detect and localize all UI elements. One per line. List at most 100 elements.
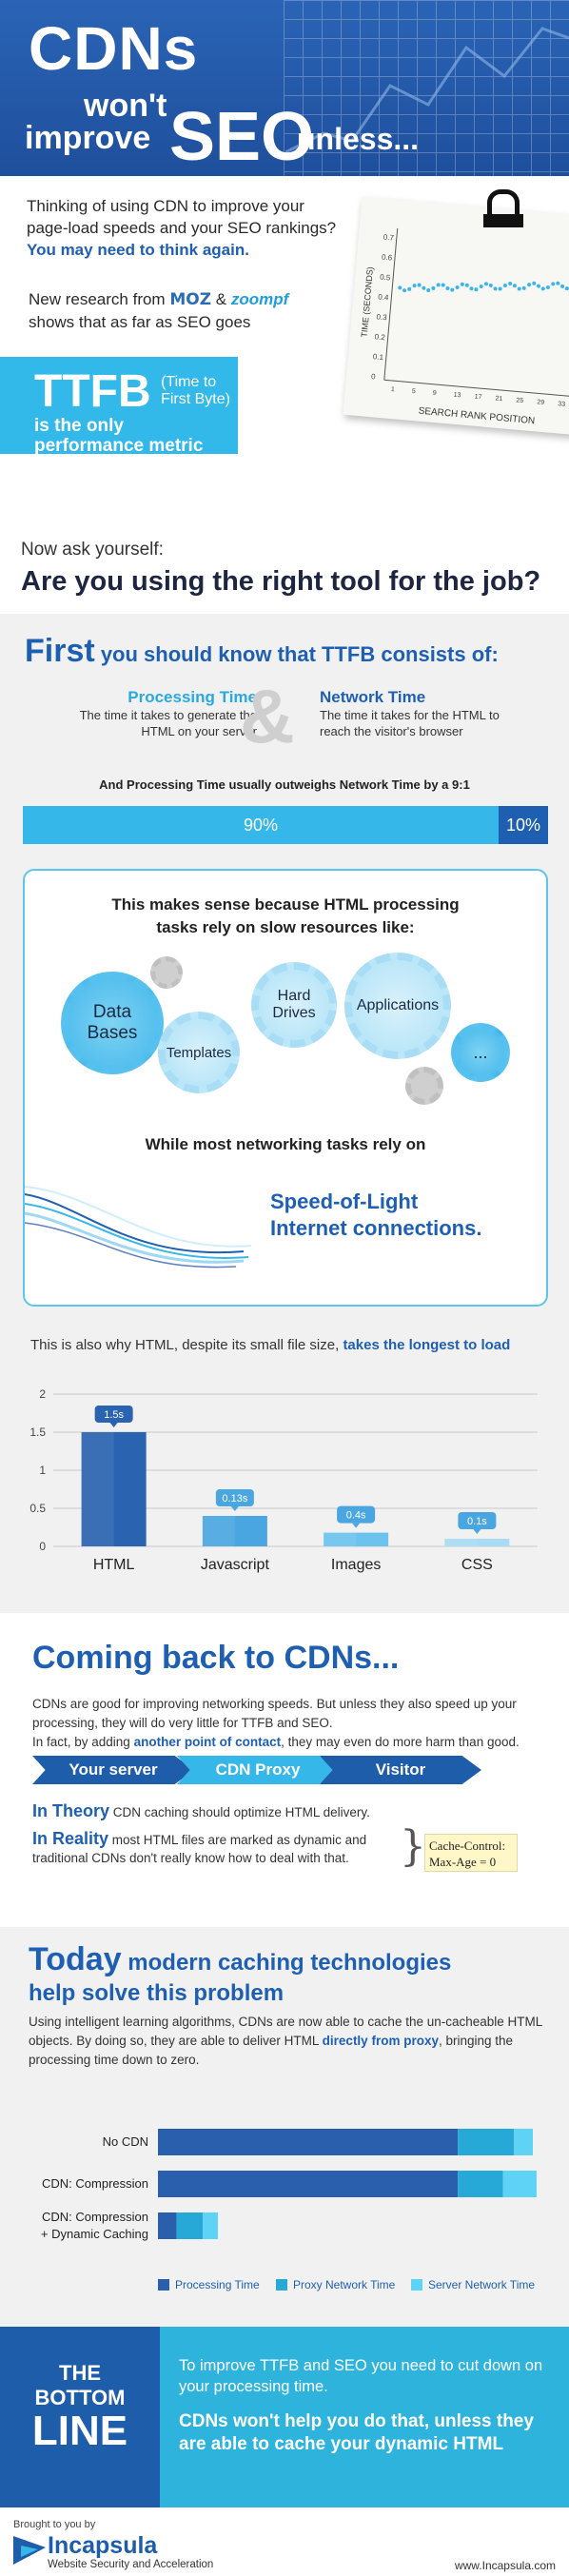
- seo-data-point: [545, 285, 550, 289]
- legend-swatch: [411, 2279, 422, 2291]
- footer-url[interactable]: www.Incapsula.com: [454, 2559, 556, 2572]
- bar-shade: [444, 1539, 478, 1546]
- ytick-label: 0: [39, 1540, 46, 1553]
- today-para-prefix: Using intelligent learning algorithms, C…: [29, 2015, 542, 2048]
- bar-javascript: [202, 1516, 267, 1546]
- para2-suffix: , they may even do more harm than good.: [281, 1735, 520, 1749]
- today-rest-2: help solve this problem: [29, 1980, 284, 2006]
- seo-data-point: [512, 284, 517, 288]
- ytick-label: 2: [39, 1387, 46, 1401]
- flow-your-server: Your server: [32, 1756, 194, 1784]
- gear-more-label: ...: [473, 1042, 488, 1062]
- seo-ytick: 0: [371, 372, 377, 381]
- hero-title-cdns: CDNs: [29, 14, 199, 83]
- gear-hard-drives-label: Hard Drives: [272, 988, 316, 1021]
- brand-name: Incapsula: [48, 2532, 158, 2559]
- brought-to-you: Brought to you by: [13, 2519, 96, 2530]
- seo-ytick: 0.1: [372, 352, 383, 362]
- seo-data-point: [521, 285, 526, 290]
- ttfb-callout: TTFB (Time to First Byte) is the only pe…: [0, 357, 238, 476]
- data-label-pointer: [230, 1506, 239, 1511]
- seo-data-point: [398, 285, 402, 290]
- seo-xtick: 25: [516, 397, 523, 404]
- resources-panel: This makes sense because HTML processing…: [23, 869, 548, 1307]
- stack-segment: [502, 2171, 537, 2197]
- processing-time-title: Processing Time: [128, 688, 257, 706]
- caching-comparison-chart: No CDN CDN: Compression CDN: Compression + …: [41, 2129, 537, 2291]
- brand-tagline: Website Security and Acceleration: [48, 2559, 214, 2570]
- category-label: Images: [331, 1557, 381, 1573]
- seo-xtick: 1: [391, 386, 396, 393]
- bottom-line-text-2: CDNs won't help you do that, unless they…: [179, 2411, 534, 2454]
- seo-data-point: [422, 285, 426, 290]
- data-label-bg: [215, 1489, 254, 1506]
- hero-grid-decoration: [284, 0, 569, 176]
- data-label-bg: [337, 1505, 376, 1524]
- in-reality: In Reality most HTML files are marked as…: [32, 1830, 403, 1867]
- hero-title-improve: improve: [25, 120, 151, 156]
- stack-segment: [176, 2212, 204, 2239]
- stack-segment: [158, 2171, 459, 2197]
- seo-xtick: 21: [495, 396, 502, 403]
- coming-back-text: CDNs are good for improving networking s…: [32, 1695, 546, 1752]
- row-label: + Dynamic Caching: [41, 2227, 148, 2241]
- zoompf-logo: zoompf: [230, 290, 289, 308]
- seo-xtick: 5: [412, 388, 417, 395]
- today-para-highlight: directly from proxy: [322, 2034, 439, 2048]
- gear-applications-label: Applications: [356, 997, 440, 1013]
- seo-data-point: [426, 287, 431, 292]
- footer: Brought to you by Incapsula Website Secu…: [0, 2507, 569, 2576]
- processing-time-block: Processing Time The time it takes to gen…: [67, 688, 257, 739]
- ytick-label: 1: [39, 1464, 46, 1477]
- seo-xtick: 33: [558, 401, 565, 408]
- bottom-line-message: To improve TTFB and SEO you need to cut …: [179, 2355, 559, 2456]
- reality-label: In Reality: [32, 1829, 109, 1848]
- bar-html: [81, 1432, 147, 1546]
- seo-data-point: [479, 284, 483, 288]
- legend-label: Server Network Time: [428, 2278, 535, 2291]
- data-label: 0.4s: [346, 1510, 366, 1522]
- small-grey-gear-icon-2: [405, 1067, 443, 1105]
- hero-title-unless: unless...: [297, 122, 420, 156]
- row-label: No CDN: [103, 2134, 148, 2149]
- stack-segment: [158, 2129, 459, 2155]
- data-label-bg: [458, 1512, 497, 1529]
- ttfb-breakdown-section: First you should know that TTFB consists…: [0, 614, 569, 1613]
- binder-clip-base: [483, 214, 523, 227]
- coming-back-para2: In fact, by adding another point of cont…: [32, 1733, 546, 1752]
- in-theory: In Theory CDN caching should optimize HT…: [32, 1801, 370, 1821]
- reality-text: most HTML files are marked as dynamic an…: [32, 1833, 367, 1865]
- seo-chart-ylabel: TIME (SECONDS): [360, 266, 375, 338]
- incapsula-logo-icon: [13, 2536, 46, 2565]
- seo-ytick: 0.7: [383, 233, 394, 243]
- seo-data-point: [502, 284, 507, 288]
- data-label-pointer: [352, 1523, 361, 1528]
- today-text: Using intelligent learning algorithms, C…: [29, 2013, 542, 2070]
- ask-section: Now ask yourself: Are you using the righ…: [0, 490, 569, 614]
- seo-data-point: [488, 283, 493, 287]
- network-time-block: Network Time The time it takes for the H…: [320, 688, 510, 739]
- bar-images: [324, 1532, 389, 1546]
- ttfb-expansion-1: (Time to: [161, 374, 217, 390]
- network-share-bar: 10%: [499, 806, 548, 844]
- data-label-pointer: [473, 1529, 481, 1534]
- seo-ytick: 0.2: [374, 332, 385, 342]
- hero-trend-line: [285, 27, 569, 154]
- seo-data-point: [455, 285, 460, 289]
- para2-highlight: another point of contact: [133, 1735, 282, 1749]
- today-section: Today modern caching technologies help s…: [0, 1927, 569, 2327]
- data-label-pointer: [109, 1423, 118, 1427]
- fiber-optic-graphic: [25, 1186, 252, 1268]
- seo-data-point: [564, 286, 569, 291]
- hero-title-wont: won't: [84, 88, 167, 124]
- seo-data-point: [407, 286, 412, 291]
- hero-title-seo: SEO: [169, 99, 315, 175]
- theory-text: CDN caching should optimize HTML deliver…: [112, 1805, 370, 1819]
- legend-swatch: [276, 2279, 287, 2291]
- cache-line-1: Cache-Control:: [429, 1839, 506, 1853]
- seo-data-point: [417, 283, 422, 287]
- gear-databases: Data Bases: [61, 972, 164, 1074]
- heading-rest: you should know that TTFB consists of:: [100, 642, 499, 666]
- seo-data-point: [469, 286, 474, 291]
- seo-xtick: 29: [537, 399, 544, 406]
